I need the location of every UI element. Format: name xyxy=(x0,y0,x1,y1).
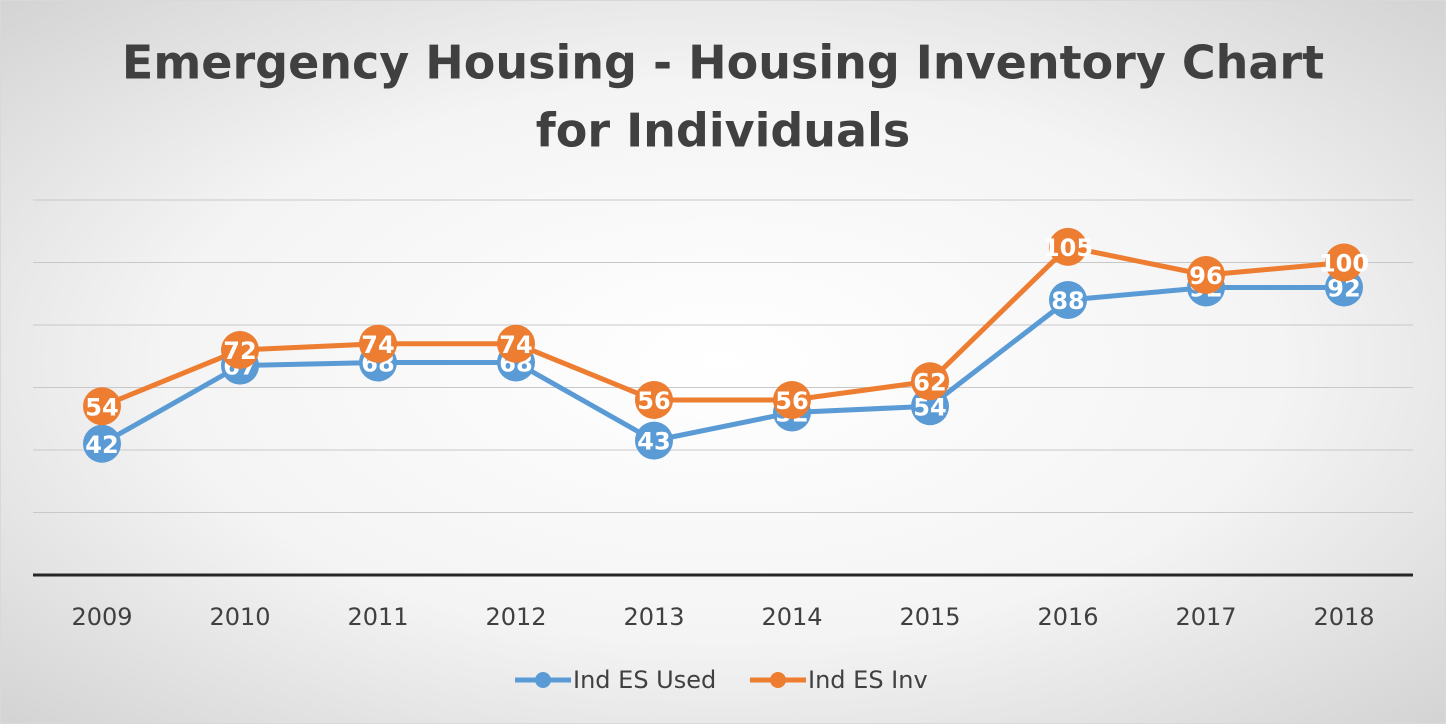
data-label: 43 xyxy=(637,428,670,456)
data-label: 105 xyxy=(1043,234,1093,262)
legend-label: Ind ES Inv xyxy=(808,666,928,694)
data-label: 56 xyxy=(775,387,808,415)
marker xyxy=(1049,227,1087,266)
x-tick-label: 2009 xyxy=(71,603,132,631)
series-line xyxy=(100,285,1344,446)
data-label: 54 xyxy=(85,393,118,421)
marker xyxy=(635,421,673,460)
data-label: 96 xyxy=(1189,262,1222,290)
marker xyxy=(1325,243,1363,282)
x-tick-label: 2011 xyxy=(347,603,408,631)
legend-label: Ind ES Used xyxy=(573,666,716,694)
marker xyxy=(359,324,397,363)
chart-title: for Individuals xyxy=(536,104,911,158)
data-label: 56 xyxy=(637,387,670,415)
x-tick-label: 2016 xyxy=(1037,603,1098,631)
marker xyxy=(773,381,811,419)
chart-title: Emergency Housing - Housing Inventory Ch… xyxy=(122,36,1324,90)
marker xyxy=(83,424,121,463)
data-label: 74 xyxy=(499,331,532,359)
data-label: 72 xyxy=(223,337,256,365)
legend-marker xyxy=(770,672,786,688)
x-tick-label: 2015 xyxy=(899,603,960,631)
marker xyxy=(635,381,673,419)
series-line xyxy=(101,244,1345,409)
x-tick-label: 2017 xyxy=(1175,603,1236,631)
data-label: 88 xyxy=(1051,287,1084,315)
x-tick-label: 2014 xyxy=(761,603,822,631)
marker xyxy=(1187,256,1225,294)
x-tick-label: 2010 xyxy=(209,603,270,631)
marker xyxy=(497,324,535,363)
data-label: 62 xyxy=(913,368,946,396)
x-tick-label: 2018 xyxy=(1313,603,1374,631)
data-label: 74 xyxy=(361,331,394,359)
marker xyxy=(221,331,259,369)
x-tick-label: 2013 xyxy=(623,603,684,631)
marker xyxy=(1049,281,1087,319)
x-tick-label: 2012 xyxy=(485,603,546,631)
data-label: 42 xyxy=(85,431,118,459)
marker xyxy=(83,387,121,426)
data-label: 100 xyxy=(1319,250,1369,278)
legend-marker xyxy=(535,672,551,688)
marker xyxy=(911,362,949,401)
